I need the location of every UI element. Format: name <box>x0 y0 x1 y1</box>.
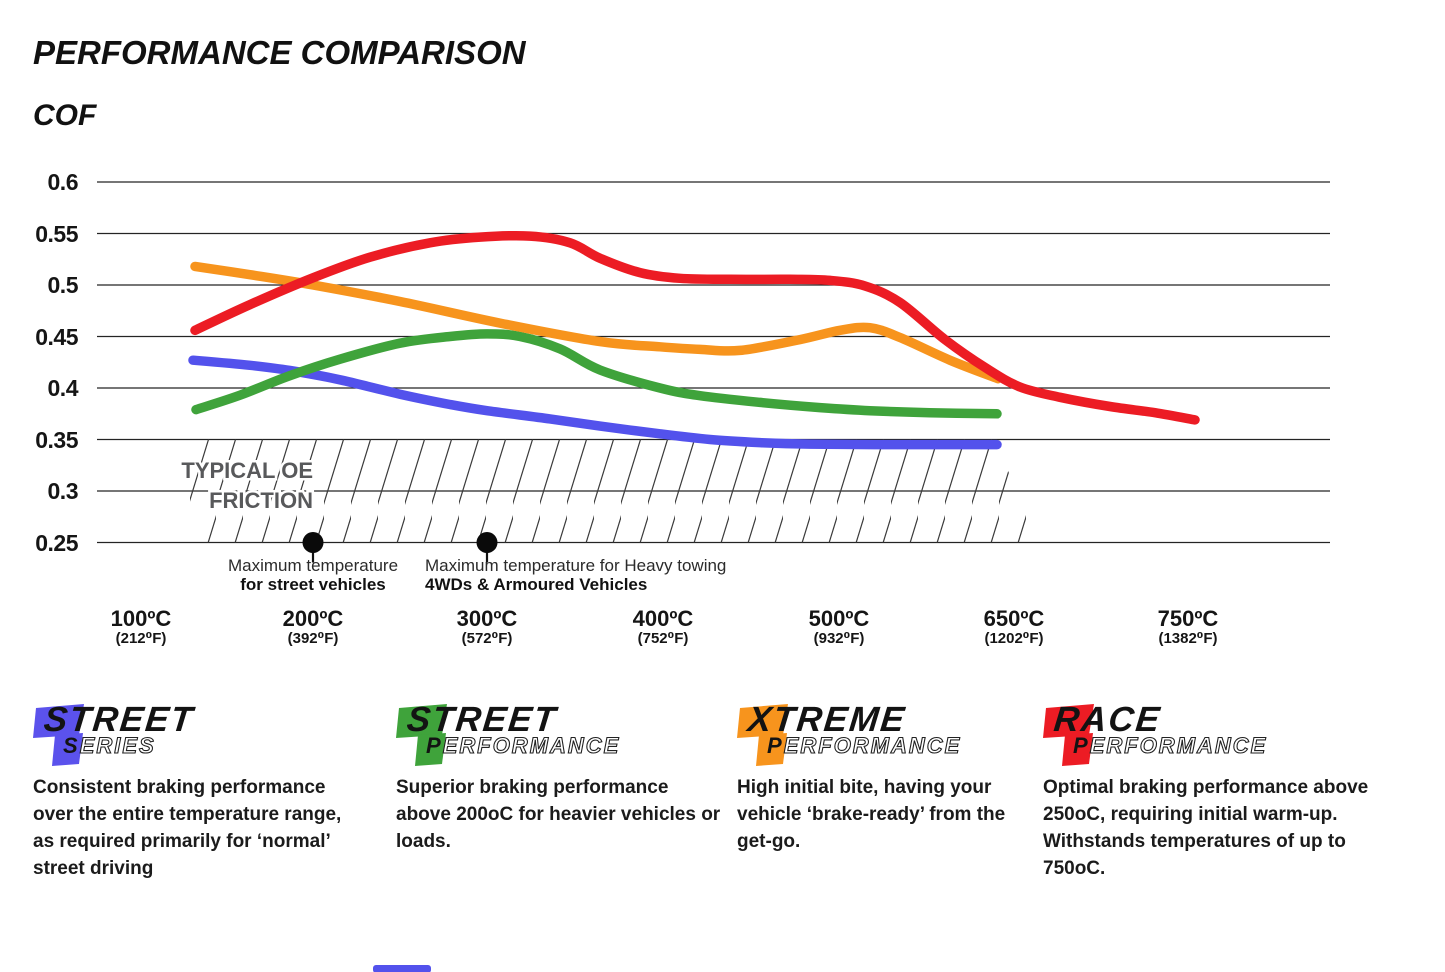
street-series-description: Consistent braking performance over the … <box>33 777 342 879</box>
annotation-towing-max: Maximum temperature for Heavy towing 4WD… <box>425 556 726 594</box>
svg-text:FRICTION: FRICTION <box>209 488 313 513</box>
race-performance-logo-patch <box>1043 704 1094 766</box>
y-tick-label: 0.25 <box>35 529 78 556</box>
x-tick-label: 750ºC (1382⁰F) <box>1157 606 1219 648</box>
race-performance-description: Optimal braking performance above 250oC,… <box>1043 777 1369 879</box>
annotation-street-max: Maximum temperature for street vehicles <box>228 556 398 594</box>
y-tick-label: 0.35 <box>35 426 78 453</box>
x-tick-label: 200ºC (392⁰F) <box>282 606 344 648</box>
series-lines <box>188 230 1200 450</box>
x-tick-label: 300ºC (572⁰F) <box>456 606 518 648</box>
xtreme-performance-logo-patch <box>737 704 788 766</box>
svg-text:TYPICAL OE: TYPICAL OE <box>181 458 313 483</box>
y-tick-label: 0.5 <box>47 272 79 298</box>
street-performance-logo-line2: PERFORMANCE <box>426 732 621 758</box>
xtreme-performance-description: High initial bite, having your vehicle ‘… <box>737 777 1006 852</box>
street-performance-description: Superior braking performance above 200oC… <box>396 777 721 852</box>
xtreme-performance-logo-line2: PERFORMANCE <box>767 732 962 758</box>
cropped-blue-artifact <box>373 965 431 972</box>
street-series-logo-line2: SERIES <box>63 732 156 758</box>
page-title: PERFORMANCE COMPARISON <box>33 34 526 71</box>
annotation-towing-max-line2: 4WDs & Armoured Vehicles <box>425 575 648 594</box>
x-tick-label: 100ºC (212⁰F) <box>110 606 172 648</box>
race-performance-logo-line2: PERFORMANCE <box>1073 732 1268 758</box>
annotation-street-max-line1: Maximum temperature <box>227 556 399 575</box>
street-series-logo-patch <box>33 704 84 766</box>
y-axis-title: COF <box>33 99 97 132</box>
annotation-towing-max-line1: Maximum temperature for Heavy towing <box>425 556 727 575</box>
x-tick-label: 500ºC (932⁰F) <box>808 606 870 648</box>
x-tick-label: 650ºC (1202⁰F) <box>983 606 1045 648</box>
y-tick-label: 0.3 <box>47 478 79 504</box>
y-tick-label: 0.4 <box>47 375 79 401</box>
y-tick-label: 0.45 <box>35 323 78 350</box>
typical-oe-friction-band: TYPICAL OE FRICTION <box>179 439 1038 543</box>
annotation-street-max-line2: for street vehicles <box>240 575 386 594</box>
temperature-markers <box>302 532 498 563</box>
y-tick-label: 0.6 <box>47 169 79 195</box>
street-performance-logo-patch <box>396 704 447 766</box>
y-tick-label: 0.55 <box>35 220 78 247</box>
x-tick-label: 400ºC (752⁰F) <box>632 606 694 648</box>
